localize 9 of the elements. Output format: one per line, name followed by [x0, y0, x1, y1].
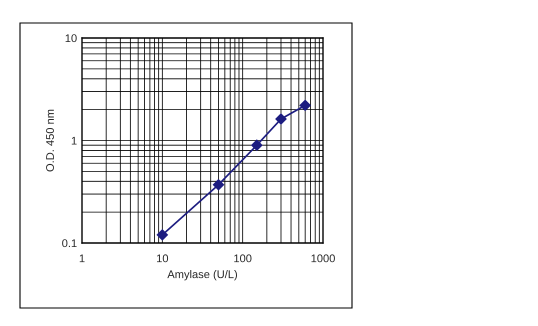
y-tick-label: 10 — [66, 34, 77, 42]
x-tick-label: 100 — [234, 254, 252, 262]
x-tick-label: 1000 — [311, 254, 335, 262]
x-axis-title: Amylase (U/L) — [167, 270, 238, 280]
y-tick-label: 0.1 — [62, 239, 77, 248]
x-tick-label: 10 — [157, 254, 168, 262]
x-tick-label: 1 — [80, 254, 85, 262]
y-tick-label: 1 — [72, 136, 77, 145]
y-axis-title: O.D. 450 nm — [46, 110, 54, 172]
